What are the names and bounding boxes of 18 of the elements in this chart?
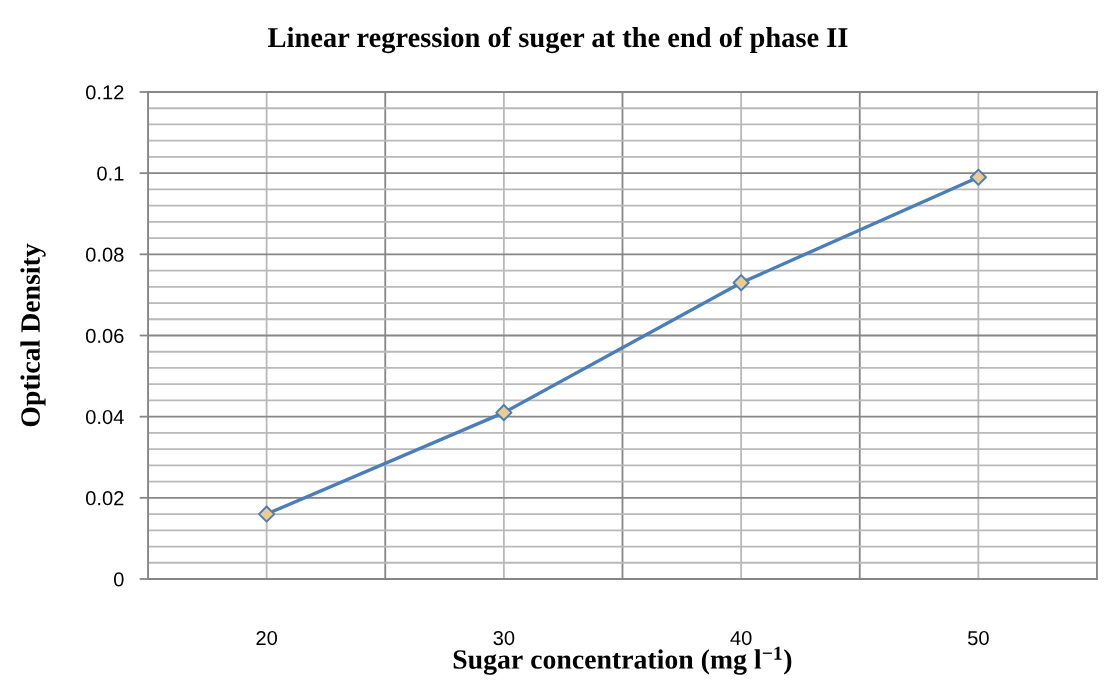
x-axis-title: Sugar concentration (mg l$^{−1}$) <box>453 646 792 675</box>
y-axis-title: Optical Density <box>20 243 46 427</box>
chart-title: Linear regression of suger at the end of phase II <box>268 26 848 54</box>
y-tick-label: 0.06 <box>85 328 124 343</box>
point <box>969 168 987 186</box>
point <box>732 274 750 292</box>
y-tick-label: 0.08 <box>85 247 124 262</box>
y-tick-label: 0.12 <box>85 85 124 100</box>
y-tick-label: 0.04 <box>85 409 124 425</box>
x-tick-label: 50 <box>967 630 989 646</box>
x-tick-label: 40 <box>730 630 752 646</box>
y-tick-label: 0.02 <box>85 491 124 506</box>
x-tick-label: 20 <box>256 630 278 646</box>
y-tick-label: 0 <box>113 572 124 587</box>
point <box>495 404 513 422</box>
y-tick-label: 0.1 <box>97 166 124 181</box>
point <box>258 505 276 523</box>
x-tick-label: 30 <box>493 630 515 646</box>
